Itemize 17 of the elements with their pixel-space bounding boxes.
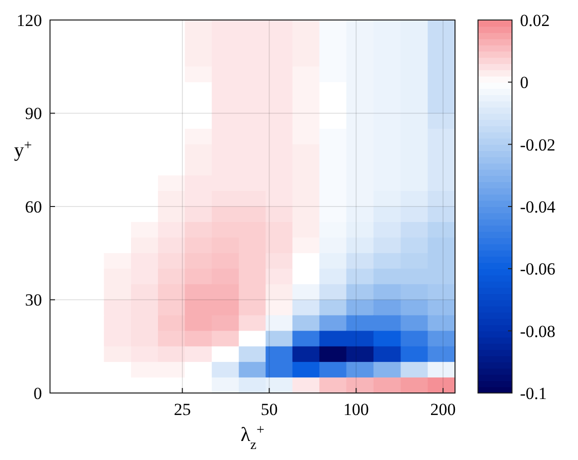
x-tick-label: 100	[343, 400, 369, 419]
color-bar-label: -0.04	[520, 197, 556, 216]
y-tick-label: 120	[16, 10, 42, 30]
y-tick-label: 0	[34, 384, 42, 403]
color-bar-label: -0.02	[520, 135, 556, 154]
color-bar-label: 0	[520, 73, 528, 92]
y-axis-title: y$^{+}$	[14, 138, 32, 162]
x-tick-label: 200	[430, 400, 456, 419]
y-tick-label: 30	[25, 290, 42, 310]
x-tick-label: 25	[174, 400, 191, 419]
color-bar-label: -0.1	[520, 384, 547, 403]
color-bar-label: -0.08	[520, 322, 556, 341]
color-bar-label: -0.06	[520, 260, 556, 279]
color-bar-label: 0.02	[520, 10, 550, 30]
y-tick-label: 90	[25, 104, 42, 124]
x-tick-label: 50	[260, 400, 278, 419]
y-tick-label: 60	[25, 197, 42, 216]
